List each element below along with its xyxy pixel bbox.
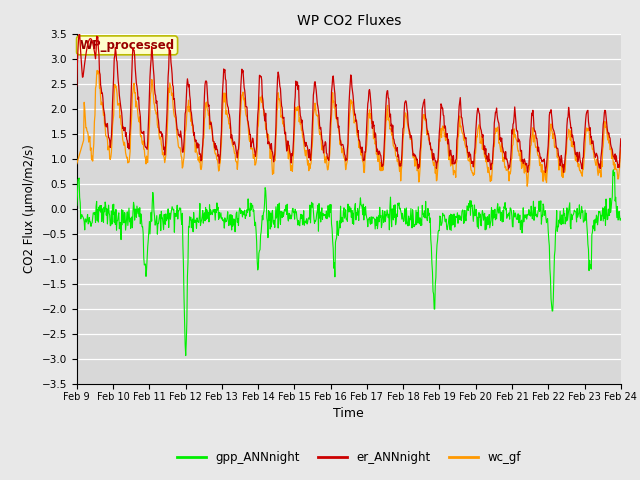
Text: WP_processed: WP_processed	[79, 39, 175, 52]
X-axis label: Time: Time	[333, 407, 364, 420]
Y-axis label: CO2 Flux (μmol/m2/s): CO2 Flux (μmol/m2/s)	[23, 144, 36, 273]
Legend: gpp_ANNnight, er_ANNnight, wc_gf: gpp_ANNnight, er_ANNnight, wc_gf	[172, 446, 526, 468]
Title: WP CO2 Fluxes: WP CO2 Fluxes	[296, 14, 401, 28]
